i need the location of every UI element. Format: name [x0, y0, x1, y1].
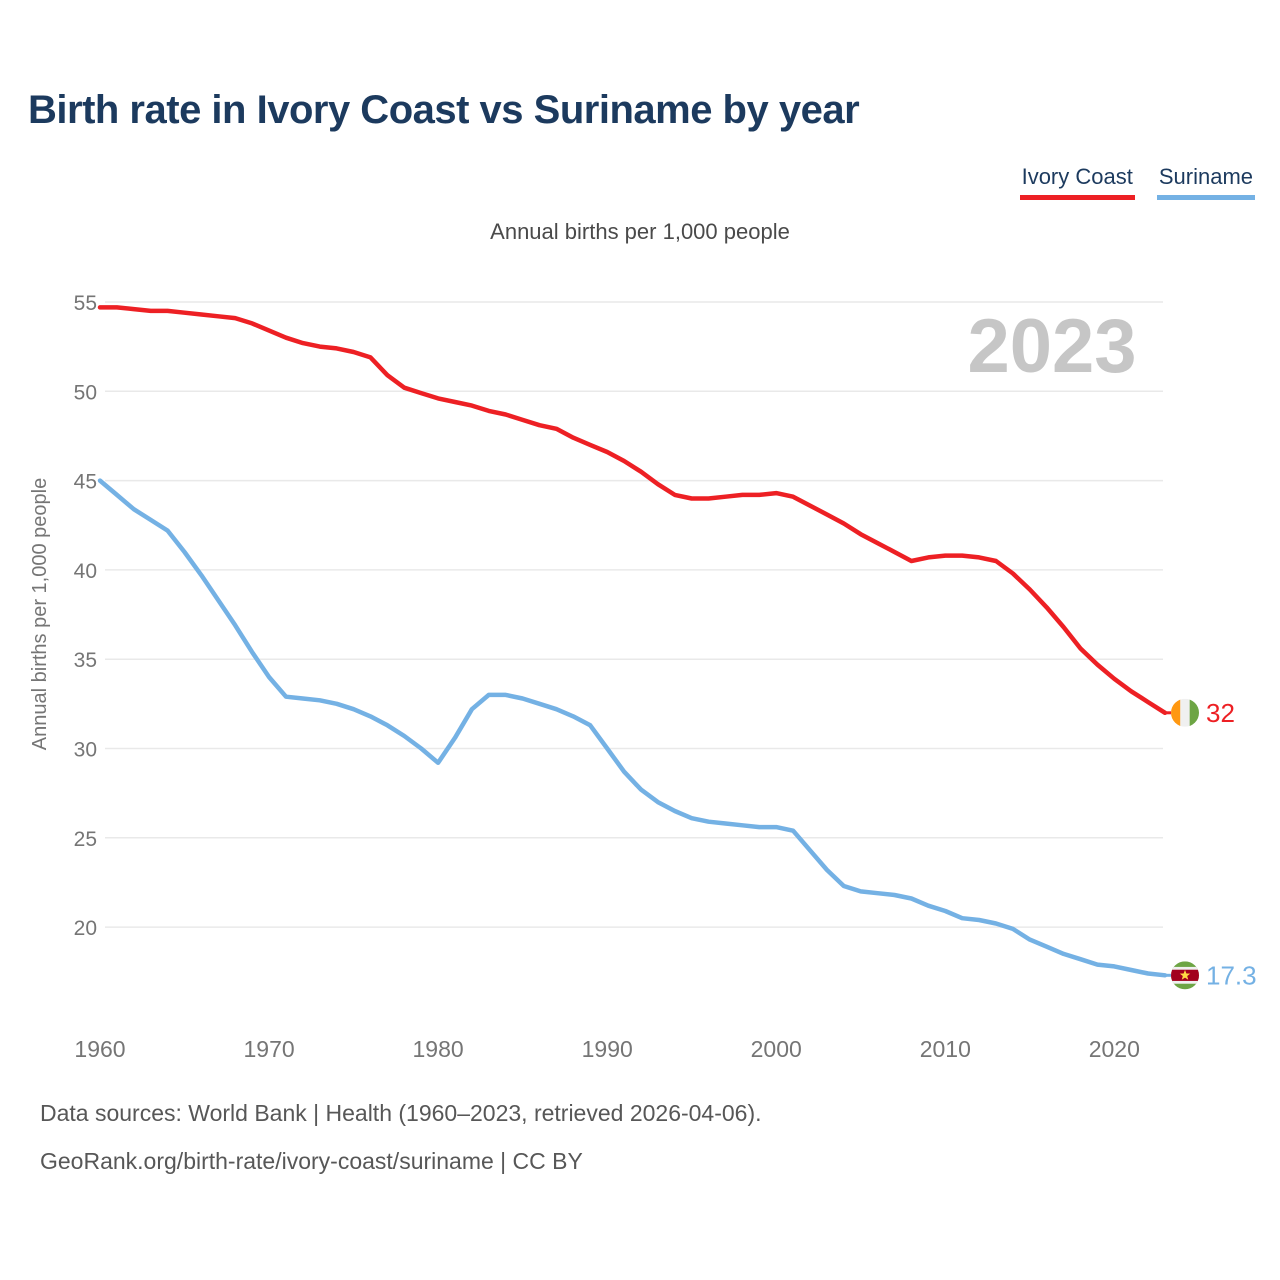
series-line-suriname[interactable]	[97, 478, 1168, 978]
y-axis-label: Annual births per 1,000 people	[29, 478, 51, 750]
y-tick-45: 45	[74, 471, 97, 494]
end-value-suriname: 17.3	[1206, 960, 1257, 990]
y-tick-40: 40	[74, 560, 97, 583]
chart-subtitle: Annual births per 1,000 people	[490, 219, 790, 244]
y-tick-20: 20	[74, 917, 97, 940]
legend: Ivory Coast Suriname	[1019, 164, 1255, 200]
legend-item-ivory-coast[interactable]: Ivory Coast	[1019, 164, 1135, 200]
end-value-ivory-coast: 32	[1206, 698, 1235, 728]
x-tick-1990: 1990	[582, 1036, 633, 1062]
legend-label-ivory-coast: Ivory Coast	[1021, 164, 1133, 189]
ivory-coast-flag-stripe	[1171, 698, 1181, 727]
x-tick-2000: 2000	[751, 1036, 802, 1062]
y-tick-25: 25	[74, 828, 97, 851]
x-tick-1960: 1960	[74, 1036, 125, 1062]
series-line-ivory-coast[interactable]	[97, 305, 1168, 716]
x-tick-2020: 2020	[1089, 1036, 1140, 1062]
footer-data-sources: Data sources: World Bank | Health (1960–…	[40, 1100, 762, 1126]
suriname-star-icon	[1179, 969, 1191, 980]
y-tick-50: 50	[74, 381, 97, 404]
ivory-coast-flag-icon	[1171, 698, 1199, 727]
x-tick-1980: 1980	[413, 1036, 464, 1062]
y-tick-55: 55	[74, 292, 97, 315]
x-tick-1970: 1970	[244, 1036, 295, 1062]
watermark-year: 2023	[967, 304, 1136, 389]
y-tick-35: 35	[74, 649, 97, 672]
legend-item-suriname[interactable]: Suriname	[1156, 164, 1255, 200]
suriname-flag-icon	[1171, 961, 1199, 990]
x-tick-2010: 2010	[920, 1036, 971, 1062]
footer-attribution: GeoRank.org/birth-rate/ivory-coast/surin…	[40, 1148, 583, 1174]
ivory-coast-flag-stripe	[1189, 698, 1199, 727]
y-tick-30: 30	[74, 739, 97, 762]
page-title: Birth rate in Ivory Coast vs Suriname by…	[28, 88, 860, 132]
legend-label-suriname: Suriname	[1158, 164, 1253, 189]
ivory-coast-flag-stripe	[1180, 698, 1190, 727]
